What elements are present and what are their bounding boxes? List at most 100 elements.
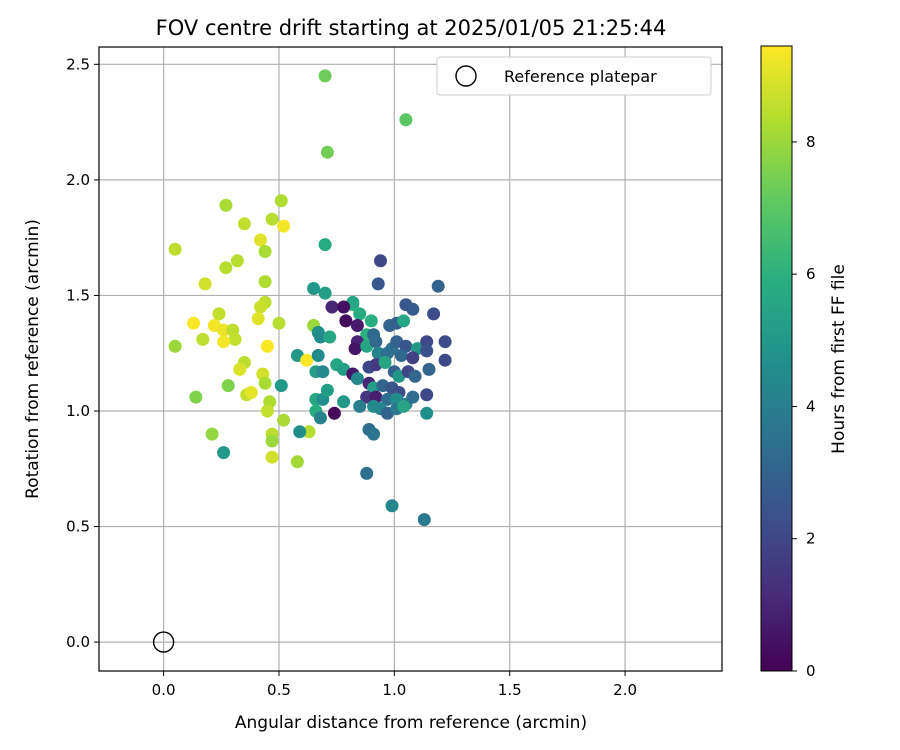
scatter-point: [337, 395, 351, 409]
scatter-point: [251, 312, 265, 326]
scatter-point: [277, 219, 291, 233]
scatter-point: [422, 362, 436, 376]
scatter-point: [187, 316, 201, 330]
x-tick-label: 1.0: [382, 681, 406, 699]
scatter-point: [360, 390, 374, 404]
legend-marker-reference-platepar: [455, 65, 477, 87]
scatter-point: [353, 399, 367, 413]
colorbar-label: Hours from first FF file: [829, 264, 849, 454]
scatter-point: [274, 379, 288, 393]
scatter-point: [385, 499, 399, 513]
scatter-point: [397, 314, 411, 328]
scatter-point: [205, 427, 219, 441]
scatter-point: [367, 427, 381, 441]
scatter-point: [221, 379, 235, 393]
scatter-point: [406, 351, 420, 365]
y-tick-label: 1.0: [66, 402, 90, 420]
scatter-point: [337, 300, 351, 314]
scatter-point: [230, 254, 244, 268]
scatter-point: [325, 300, 339, 314]
scatter-point: [380, 392, 394, 406]
scatter-point: [350, 319, 364, 332]
scatter-point: [320, 145, 334, 159]
scatter-point: [327, 406, 341, 420]
scatter-point: [258, 245, 272, 258]
reference-platepar-marker: [152, 631, 175, 653]
scatter-point: [339, 314, 353, 328]
y-axis-label: Rotation from reference (arcmin): [23, 219, 43, 499]
scatter-point: [420, 344, 434, 358]
scatter-point: [350, 372, 364, 386]
scatter-point: [420, 388, 434, 402]
scatter-point: [394, 349, 408, 362]
scatter-point: [254, 233, 267, 247]
scatter-point: [265, 212, 279, 226]
scatter-point: [233, 362, 247, 376]
plot-area: 0.0 0.5 1.0 1.5 2.0 0.0 0.5 1.0 1.5 2.0 2.5: [66, 46, 723, 699]
y-tick-label: 2.5: [66, 55, 90, 73]
scatter-point: [318, 238, 332, 252]
scatter-point: [212, 307, 226, 321]
x-tick-label: 0.5: [267, 681, 291, 699]
chart-title: FOV centre drift starting at 2025/01/05 …: [156, 16, 667, 40]
y-axis-ticks: 0.0 0.5 1.0 1.5 2.0 2.5: [66, 55, 99, 651]
scatter-point: [260, 339, 274, 353]
scatter-point: [438, 353, 452, 367]
scatter-point: [397, 399, 411, 413]
scatter-point: [420, 335, 434, 349]
scatter-point: [427, 307, 441, 321]
scatter-point: [189, 390, 203, 404]
scatter-point: [318, 286, 332, 300]
scatter-point: [348, 342, 362, 356]
scatter-point: [369, 335, 383, 349]
scatter-point: [406, 302, 420, 316]
scatter-point: [196, 332, 210, 346]
y-tick-label: 2.0: [66, 171, 90, 189]
scatter-point: [320, 383, 334, 397]
colorbar-tick-label: 0: [806, 662, 816, 680]
scatter-point: [300, 353, 314, 367]
scatter-point: [399, 113, 413, 127]
x-tick-label: 0.0: [152, 681, 176, 699]
scatter-point: [293, 425, 307, 439]
scatter-point: [371, 346, 385, 360]
scatter-point: [364, 314, 378, 328]
colorbar-gradient: [760, 45, 793, 672]
scatter-point: [168, 339, 182, 353]
scatter-point: [237, 217, 251, 231]
scatter-point: [307, 282, 321, 295]
scatter-point: [219, 261, 233, 275]
scatter-point: [168, 242, 182, 256]
scatter-point: [244, 386, 258, 399]
scatter-point: [431, 279, 445, 293]
colorbar-tick-label: 4: [806, 397, 816, 415]
scatter-point: [260, 404, 274, 418]
scatter-point: [198, 277, 212, 291]
plot-frame: [98, 46, 723, 672]
colorbar-ticks: 0 2 4 6 8: [792, 133, 816, 680]
scatter-point: [258, 275, 272, 289]
scatter-point: [254, 300, 267, 314]
colorbar-tick-label: 8: [806, 133, 816, 151]
scatter-point: [353, 307, 367, 321]
legend-box: [436, 56, 712, 96]
legend-label-reference-platepar: Reference platepar: [504, 67, 657, 86]
y-tick-label: 0.0: [66, 633, 90, 651]
scatter-point: [217, 446, 231, 460]
y-tick-label: 1.5: [66, 286, 90, 304]
scatter-point: [438, 335, 452, 349]
scatter-point: [265, 450, 279, 464]
scatter-point: [408, 369, 422, 383]
x-axis-label: Angular distance from reference (arcmin): [235, 713, 587, 733]
scatter-point: [374, 254, 387, 268]
scatter-point: [265, 434, 279, 448]
scatter-point: [228, 332, 242, 346]
scatter-point: [316, 365, 330, 379]
x-tick-label: 2.0: [613, 681, 637, 699]
x-tick-label: 1.5: [498, 681, 522, 699]
scatter-point: [318, 69, 332, 83]
scatter-point: [290, 455, 304, 469]
scatter-point: [274, 194, 288, 208]
scatter-point: [417, 513, 431, 527]
